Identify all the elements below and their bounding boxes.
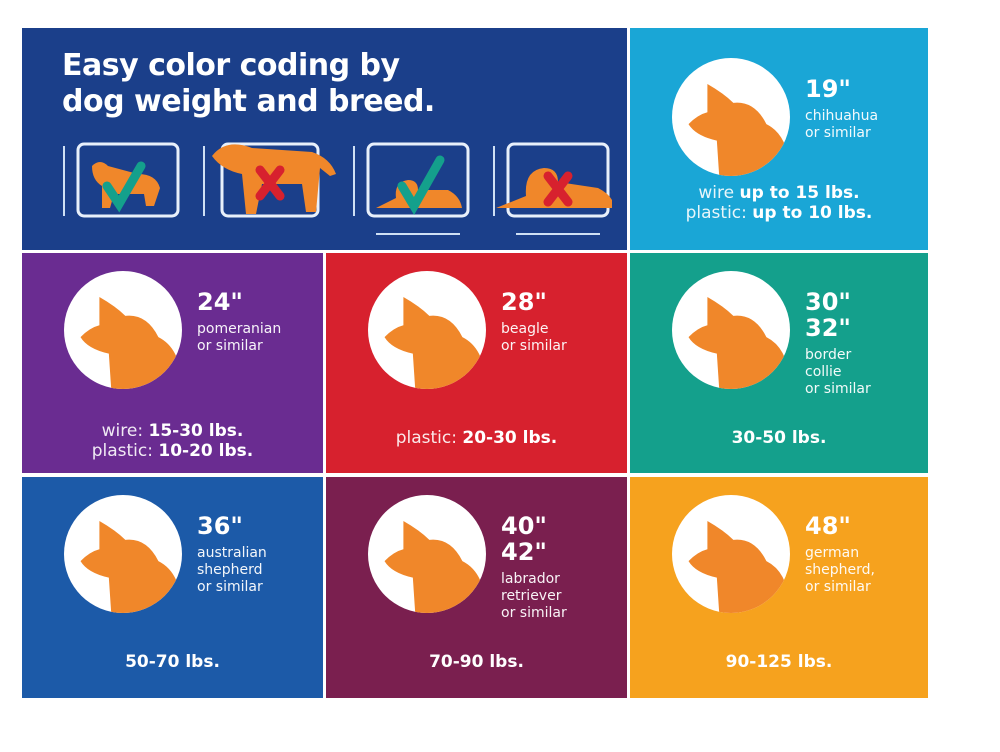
weight-range: wire up to 15 lbs. plastic: up to 10 lbs.: [630, 183, 928, 223]
weight-range: wire: 15-30 lbs. plastic: 10-20 lbs.: [22, 421, 323, 461]
crate-size-card-beagle: 28" beagle or similar plastic: 20-30 lbs.: [326, 253, 627, 473]
weight-line: 70-90 lbs.: [326, 652, 627, 672]
weight-line: plastic: 10-20 lbs.: [22, 441, 323, 461]
weight-value: up to 15 lbs.: [739, 183, 860, 203]
weight-value: 70-90 lbs.: [429, 652, 524, 672]
german-shepherd-dog-icon: [672, 495, 790, 613]
weight-range: 70-90 lbs.: [326, 652, 627, 672]
crate-size: 30": [805, 288, 851, 316]
breed-label: chihuahua or similar: [805, 108, 878, 142]
weight-line: 90-125 lbs.: [630, 652, 928, 672]
weight-value: 90-125 lbs.: [725, 652, 833, 672]
breed-label: labrador retriever or similar: [501, 571, 567, 622]
breed-line: border: [805, 347, 852, 363]
breed-line: retriever: [501, 588, 562, 604]
breed-label: german shepherd, or similar: [805, 545, 875, 596]
breed-label: pomeranian or similar: [197, 321, 281, 355]
weight-value: 50-70 lbs.: [125, 652, 220, 672]
card-info: 28" beagle or similar: [501, 289, 567, 355]
material-label: plastic:: [91, 441, 153, 461]
breed-line: or similar: [805, 125, 871, 141]
material-label: plastic:: [685, 203, 747, 223]
breed-line: or similar: [197, 338, 263, 354]
breed-line: collie: [805, 364, 842, 380]
crate-size: 28": [501, 288, 547, 316]
crate-size: 19": [805, 75, 851, 103]
crate-size: 36": [197, 512, 243, 540]
weight-range: 30-50 lbs.: [630, 428, 928, 448]
breed-line: or similar: [805, 579, 871, 595]
crate-size-card-australian-shepherd: 36" australian shepherd or similar 50-70 lb…: [22, 477, 323, 698]
header-panel: Easy color coding by dog weight and breed…: [22, 28, 627, 250]
breed-line: or similar: [197, 579, 263, 595]
headline-line-2: dog weight and breed.: [62, 84, 435, 119]
weight-line: plastic: up to 10 lbs.: [630, 203, 928, 223]
weight-value: up to 10 lbs.: [752, 203, 873, 223]
weight-range: 90-125 lbs.: [630, 652, 928, 672]
weight-line: wire up to 15 lbs.: [630, 183, 928, 203]
weight-line: 50-70 lbs.: [22, 652, 323, 672]
material-label: wire: [698, 183, 735, 203]
breed-line: or similar: [805, 381, 871, 397]
weight-value: 15-30 lbs.: [148, 421, 244, 441]
card-info: 48" german shepherd, or similar: [805, 513, 875, 596]
breed-label: border collie or similar: [805, 347, 871, 398]
crate-size: 42": [501, 538, 547, 566]
card-info: 36" australian shepherd or similar: [197, 513, 267, 596]
breed-line: german: [805, 545, 860, 561]
headline-line-1: Easy color coding by: [62, 48, 400, 83]
breed-line: pomeranian: [197, 321, 282, 337]
labrador-dog-icon: [368, 495, 486, 613]
crate-standing-too-big-icon: [203, 142, 336, 218]
weight-line: wire: 15-30 lbs.: [22, 421, 323, 441]
breed-line: shepherd,: [805, 562, 875, 578]
crate-size: 24": [197, 288, 243, 316]
crate-size-card-chihuahua: 19" chihuahua or similar wire up to 15 lbs.…: [630, 28, 928, 250]
breed-line: labrador: [501, 571, 560, 587]
crate-fit-illustration: [63, 142, 612, 235]
crate-size-card-labrador: 40" 42" labrador retriever or similar 70-90 …: [326, 477, 627, 698]
weight-value: 30-50 lbs.: [731, 428, 827, 448]
breed-label: beagle or similar: [501, 321, 567, 355]
chihuahua-dog-icon: [672, 58, 790, 176]
material-label: plastic:: [395, 428, 457, 448]
breed-line: or similar: [501, 605, 567, 621]
border-collie-dog-icon: [672, 271, 790, 389]
weight-value: 10-20 lbs.: [158, 441, 254, 461]
pomeranian-dog-icon: [64, 271, 182, 389]
weight-range: 50-70 lbs.: [22, 652, 323, 672]
crate-size-card-german-shepherd: 48" german shepherd, or similar 90-125 lbs.: [630, 477, 928, 698]
headline: Easy color coding by dog weight and breed…: [62, 48, 435, 120]
crate-size: 48": [805, 512, 851, 540]
crate-size: 40": [501, 512, 547, 540]
breed-line: or similar: [501, 338, 567, 354]
crate-size-card-border-collie: 30" 32" border collie or similar 30-50 lbs.: [630, 253, 928, 473]
weight-value: 20-30 lbs.: [462, 428, 558, 448]
card-info: 40" 42" labrador retriever or similar: [501, 513, 567, 622]
crate-lying-too-long-icon: [493, 142, 612, 235]
crate-size: 32": [805, 314, 851, 342]
breed-line: beagle: [501, 321, 549, 337]
weight-line: 30-50 lbs.: [630, 428, 928, 448]
material-label: wire:: [101, 421, 144, 441]
beagle-dog-icon: [368, 271, 486, 389]
breed-line: shepherd: [197, 562, 263, 578]
crate-lying-fit-icon: [353, 142, 470, 235]
card-info: 30" 32" border collie or similar: [805, 289, 871, 398]
crate-standing-fit-icon: [63, 142, 180, 218]
breed-line: australian: [197, 545, 267, 561]
breed-label: australian shepherd or similar: [197, 545, 267, 596]
australian-shepherd-dog-icon: [64, 495, 182, 613]
weight-range: plastic: 20-30 lbs.: [326, 428, 627, 448]
card-info: 24" pomeranian or similar: [197, 289, 281, 355]
crate-size-card-pomeranian: 24" pomeranian or similar wire: 15-30 lbs. p…: [22, 253, 323, 473]
breed-line: chihuahua: [805, 108, 879, 124]
card-info: 19" chihuahua or similar: [805, 76, 878, 142]
weight-line: plastic: 20-30 lbs.: [326, 428, 627, 448]
